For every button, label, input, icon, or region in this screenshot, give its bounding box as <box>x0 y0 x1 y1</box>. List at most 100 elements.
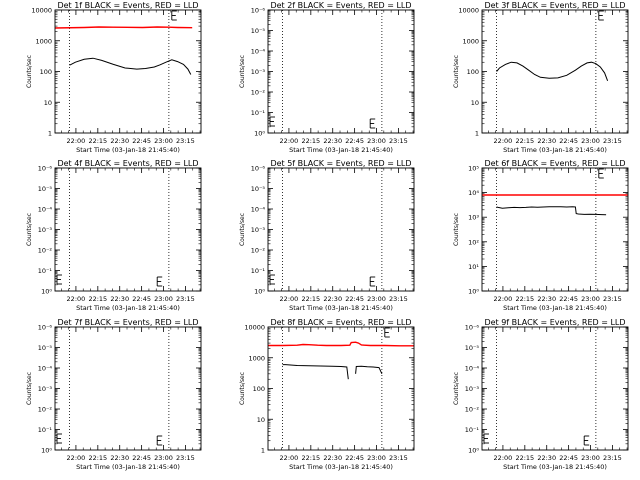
detector-panel: Det 2f BLACK = Events, RED = LLD Counts/s… <box>239 1 415 154</box>
x-tick-label: 22:00 <box>67 295 86 303</box>
y-tick-label: 10⁻¹ <box>38 267 53 275</box>
x-tick-label: 23:15 <box>603 295 622 303</box>
y-tick-label: 10⁻⁵ <box>251 27 266 35</box>
x-tick-label: 22:45 <box>132 137 151 145</box>
y-tick-label: 10⁰ <box>41 288 52 296</box>
y-axis-label: Counts/sec <box>453 372 460 405</box>
plot-frame <box>54 167 202 292</box>
x-axis-label: Start Time (03-Jan-18 21:45:40) <box>289 146 393 154</box>
panel-title: Det 6f BLACK = Events, RED = LLD <box>484 159 625 168</box>
y-axis-label: Counts/sec <box>453 55 460 88</box>
events-series-line <box>69 57 192 75</box>
events-series-line <box>282 364 349 380</box>
y-tick-label: 10⁰ <box>468 288 479 296</box>
y-tick-label: 100 <box>253 385 265 393</box>
y-tick-label: 10 <box>471 99 479 107</box>
x-axis-label: Start Time (03-Jan-18 21:45:40) <box>76 146 180 154</box>
y-tick-label: 10⁻⁴ <box>465 365 480 373</box>
x-tick-label: 22:30 <box>537 137 556 145</box>
y-tick-label: 10000 <box>458 7 479 15</box>
e-marker <box>483 433 489 444</box>
e-marker <box>56 433 62 444</box>
detector-panel: Det 1f BLACK = Events, RED = LLD Counts/s… <box>26 1 202 154</box>
y-tick-label: 10⁴ <box>468 189 479 197</box>
y-tick-label: 10⁻³ <box>38 226 53 234</box>
x-tick-label: 22:45 <box>345 454 364 462</box>
y-tick-label: 10⁻² <box>251 247 266 255</box>
x-tick-label: 22:00 <box>67 137 86 145</box>
y-tick-label: 10000 <box>31 7 52 15</box>
x-tick-label: 22:15 <box>301 295 320 303</box>
y-tick-label: 10⁰ <box>254 288 265 296</box>
detector-panel: Det 7f BLACK = Events, RED = LLD Counts/s… <box>26 318 202 471</box>
y-axis-label: Counts/sec <box>239 372 246 405</box>
x-axis-label: Start Time (03-Jan-18 21:45:40) <box>503 304 607 312</box>
x-axis-label: Start Time (03-Jan-18 21:45:40) <box>289 463 393 471</box>
e-marker <box>369 118 376 129</box>
y-tick-label: 1 <box>261 447 265 455</box>
y-tick-label: 10⁰ <box>41 447 52 455</box>
x-tick-label: 22:00 <box>494 137 513 145</box>
x-axis-label: Start Time (03-Jan-18 21:45:40) <box>76 304 180 312</box>
x-tick-label: 22:15 <box>88 137 107 145</box>
y-tick-label: 10⁻¹ <box>38 426 53 434</box>
x-tick-label: 23:15 <box>176 454 195 462</box>
x-axis-label: Start Time (03-Jan-18 21:45:40) <box>503 463 607 471</box>
events-series-line <box>496 61 609 81</box>
detector-panel: Det 3f BLACK = Events, RED = LLD Counts/s… <box>453 1 629 154</box>
y-axis-label: Counts/sec <box>26 213 33 246</box>
y-tick-label: 10⁰ <box>254 130 265 138</box>
y-tick-label: 10³ <box>468 214 479 222</box>
x-tick-label: 22:45 <box>559 137 578 145</box>
y-tick-label: 10⁻⁶ <box>251 7 266 15</box>
x-tick-label: 22:15 <box>88 295 107 303</box>
y-tick-label: 1 <box>475 130 479 138</box>
y-tick-label: 10⁵ <box>468 165 479 173</box>
plot-frame <box>54 326 202 451</box>
e-marker <box>598 10 604 21</box>
y-tick-label: 10⁻¹ <box>251 267 266 275</box>
panel-title: Det 4f BLACK = Events, RED = LLD <box>57 159 198 168</box>
x-tick-label: 22:45 <box>345 295 364 303</box>
panel-title: Det 1f BLACK = Events, RED = LLD <box>57 1 198 10</box>
plot-frame <box>267 9 415 134</box>
x-tick-label: 22:15 <box>301 137 320 145</box>
events-series-line <box>355 365 383 375</box>
panel-title: Det 5f BLACK = Events, RED = LLD <box>270 159 411 168</box>
panel-title: Det 8f BLACK = Events, RED = LLD <box>270 318 411 327</box>
e-marker <box>56 274 62 285</box>
e-marker <box>269 274 275 285</box>
y-axis-label: Counts/sec <box>26 372 33 405</box>
x-tick-label: 22:45 <box>559 295 578 303</box>
e-marker <box>156 435 163 446</box>
y-tick-label: 10⁻⁶ <box>38 165 53 173</box>
events-series-line <box>496 206 607 216</box>
plot-frame <box>481 9 629 134</box>
detector-panel: Det 9f BLACK = Events, RED = LLD Counts/s… <box>453 318 629 471</box>
plot-frame <box>267 167 415 292</box>
y-tick-label: 1 <box>48 130 52 138</box>
e-marker <box>156 276 163 287</box>
y-tick-label: 10⁻² <box>251 89 266 97</box>
y-tick-label: 10⁻⁶ <box>465 324 480 332</box>
y-tick-label: 10⁻⁴ <box>251 48 266 56</box>
y-tick-label: 10⁻⁵ <box>38 344 53 352</box>
x-tick-label: 23:00 <box>581 295 600 303</box>
y-tick-label: 10⁰ <box>468 447 479 455</box>
x-tick-label: 22:00 <box>494 454 513 462</box>
detector-panel: Det 5f BLACK = Events, RED = LLD Counts/s… <box>239 159 415 312</box>
x-tick-label: 23:00 <box>154 295 173 303</box>
x-axis-label: Start Time (03-Jan-18 21:45:40) <box>76 463 180 471</box>
x-tick-label: 23:15 <box>389 454 408 462</box>
detector-panel: Det 8f BLACK = Events, RED = LLD Counts/s… <box>239 318 415 471</box>
x-axis-label: Start Time (03-Jan-18 21:45:40) <box>503 146 607 154</box>
x-tick-label: 23:00 <box>581 454 600 462</box>
x-tick-label: 22:30 <box>323 454 342 462</box>
plot-frame <box>481 167 629 292</box>
y-tick-label: 10⁻⁵ <box>38 185 53 193</box>
y-tick-label: 100 <box>40 68 52 76</box>
x-axis-label: Start Time (03-Jan-18 21:45:40) <box>289 304 393 312</box>
y-tick-label: 10⁻⁵ <box>251 185 266 193</box>
x-tick-label: 22:00 <box>494 295 513 303</box>
